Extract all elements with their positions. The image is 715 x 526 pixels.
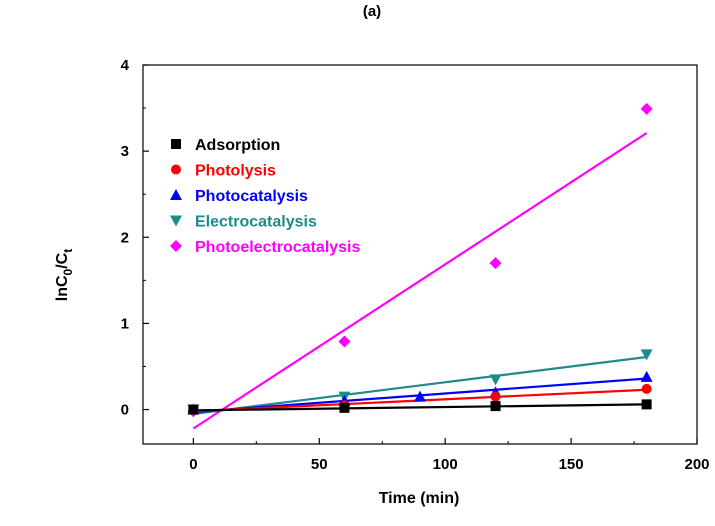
legend-label-adsorption: Adsorption <box>195 137 280 154</box>
data-point-photocatalysis <box>640 370 653 382</box>
fit-line-adsorption <box>193 403 647 412</box>
data-point-photoelectrocatalysis <box>640 102 653 115</box>
x-axis: 0 50 100 150 200 <box>189 438 710 473</box>
data-point-photoelectrocatalysis <box>338 335 351 348</box>
legend-marker-adsorption <box>171 139 181 149</box>
panel-label: (a) <box>363 3 381 20</box>
data-point-adsorption <box>641 399 652 410</box>
legend-marker-photoelectrocatalysis <box>170 240 182 252</box>
y-tick-label: 2 <box>121 229 129 246</box>
data-point-photocatalysis <box>414 390 426 402</box>
y-tick-label: 3 <box>121 143 129 160</box>
data-point-adsorption <box>188 404 199 415</box>
x-tick-label: 200 <box>684 456 709 473</box>
legend-label-photoelectrocatalysis: Photoelectrocatalysis <box>195 239 361 256</box>
x-tick-label: 100 <box>433 456 458 473</box>
data-point-adsorption <box>339 402 350 413</box>
legend: Adsorption Photolysis Photocatalysis Electr… <box>170 137 361 256</box>
data-markers <box>187 102 653 418</box>
fit-line-electrocatalysis <box>193 355 647 415</box>
y-axis: 0 1 2 3 4 <box>121 57 149 419</box>
legend-marker-electrocatalysis <box>170 215 182 227</box>
fit-line-photoelectrocatalysis <box>192 132 648 430</box>
data-point-photoelectrocatalysis <box>489 257 502 270</box>
x-tick-label: 50 <box>311 456 328 473</box>
data-point-adsorption <box>490 401 501 412</box>
x-tick-label: 150 <box>559 456 584 473</box>
x-tick-label: 0 <box>189 456 197 473</box>
legend-label-electrocatalysis: Electrocatalysis <box>195 214 317 231</box>
data-point-photolysis <box>641 383 652 394</box>
x-axis-title: Time (min) <box>379 490 460 507</box>
data-point-photolysis <box>490 391 501 402</box>
legend-label-photolysis: Photolysis <box>195 163 276 180</box>
y-tick-label: 1 <box>121 315 129 332</box>
y-tick-label: 0 <box>121 402 129 419</box>
y-tick-label: 4 <box>121 57 130 74</box>
legend-label-photocatalysis: Photocatalysis <box>195 188 308 205</box>
legend-marker-photocatalysis <box>170 189 182 200</box>
plot-frame <box>142 64 698 445</box>
plot-area <box>142 64 698 445</box>
y-axis-title: lnC0/Ct <box>54 249 75 301</box>
legend-marker-photolysis <box>171 164 181 175</box>
data-point-electrocatalysis <box>640 349 653 361</box>
data-point-electrocatalysis <box>489 374 502 386</box>
fit-lines <box>192 132 648 430</box>
